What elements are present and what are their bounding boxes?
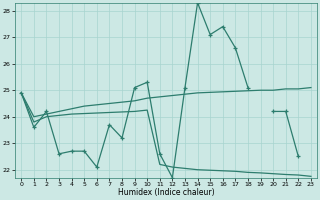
X-axis label: Humidex (Indice chaleur): Humidex (Indice chaleur) [118,188,214,197]
